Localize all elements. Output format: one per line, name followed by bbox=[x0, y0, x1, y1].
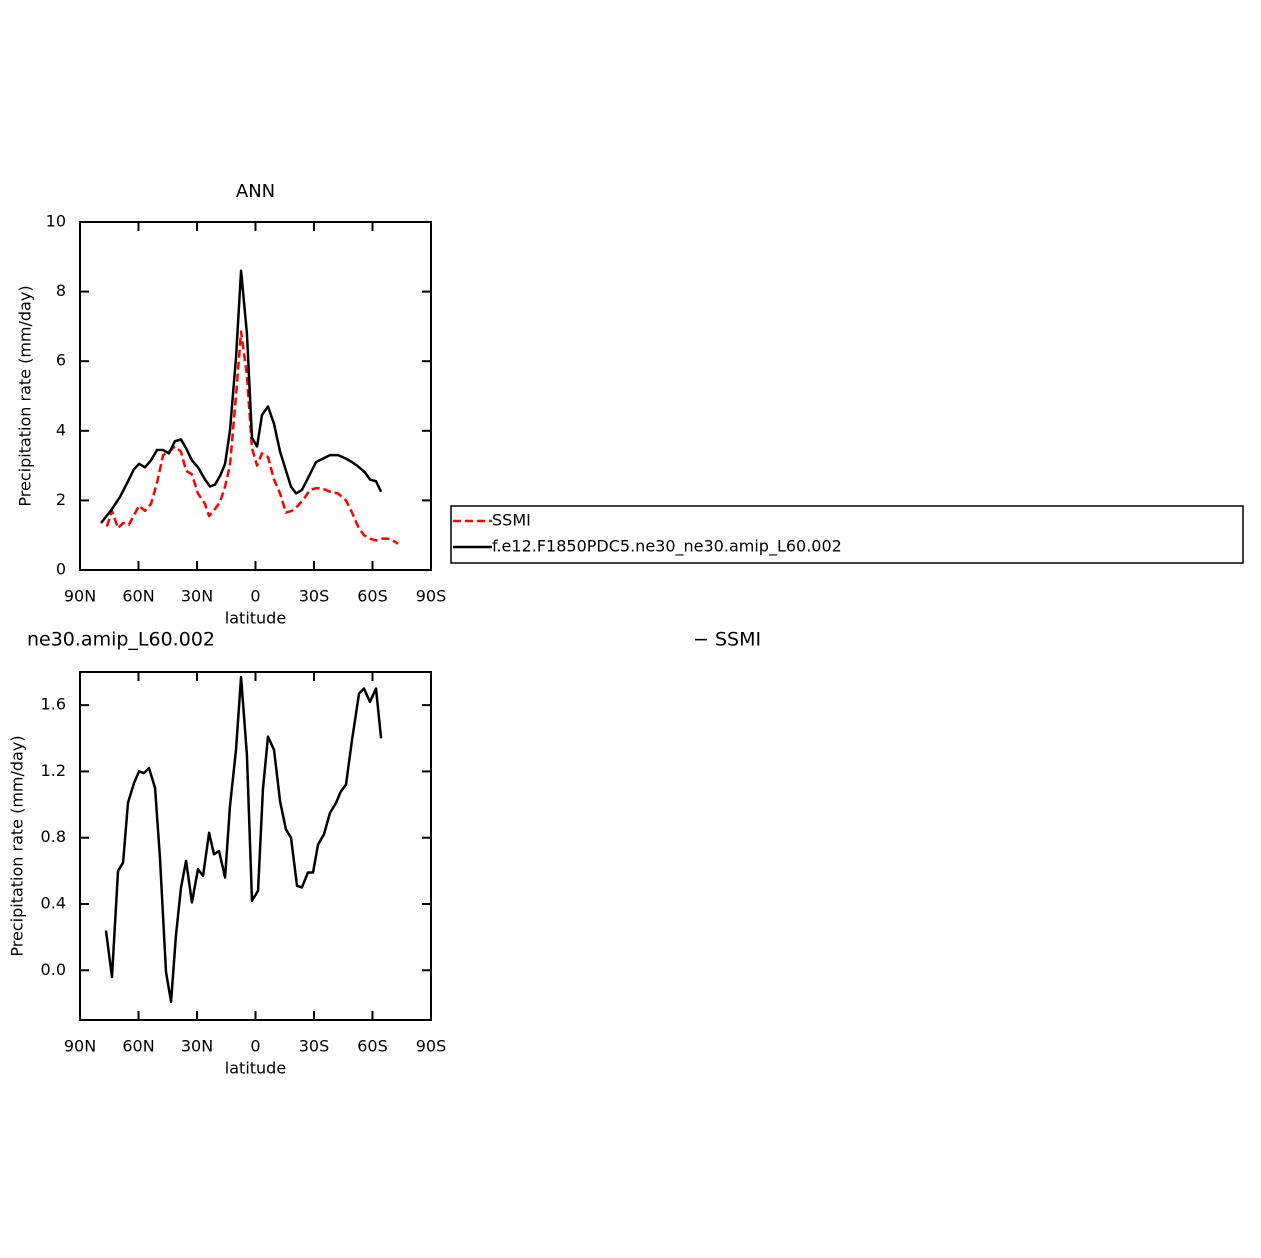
x-tick-label: 30S bbox=[299, 1037, 330, 1056]
legend-label: f.e12.F1850PDC5.ne30_ne30.amip_L60.002 bbox=[492, 537, 842, 557]
data-line bbox=[105, 330, 399, 545]
legend-box bbox=[450, 505, 1244, 564]
legend-label: SSMI bbox=[492, 511, 531, 530]
x-tick-label: 60N bbox=[122, 1037, 154, 1056]
y-axis-label: Precipitation rate (mm/day) bbox=[8, 735, 27, 956]
x-axis-label: latitude bbox=[225, 609, 286, 628]
y-tick-label: 8 bbox=[56, 281, 66, 300]
chart-title: ne30.amip_L60.002 bbox=[27, 629, 215, 651]
x-tick-label: 30N bbox=[181, 587, 213, 606]
x-axis-label: latitude bbox=[225, 1059, 286, 1078]
data-line bbox=[104, 675, 383, 1004]
y-tick-label: 0 bbox=[56, 560, 66, 579]
x-tick-label: 60S bbox=[357, 1037, 388, 1056]
x-tick-label: 60S bbox=[357, 587, 388, 606]
chart-title: − SSMI bbox=[693, 629, 761, 651]
x-tick-label: 30S bbox=[299, 587, 330, 606]
plot-frame bbox=[79, 221, 432, 571]
y-tick-label: 6 bbox=[56, 351, 66, 370]
chart-title: ANN bbox=[236, 181, 275, 202]
y-tick-label: 0.0 bbox=[41, 960, 66, 979]
y-tick-label: 2 bbox=[56, 490, 66, 509]
x-tick-label: 90N bbox=[64, 1037, 96, 1056]
x-tick-label: 0 bbox=[250, 1037, 260, 1056]
x-tick-label: 90S bbox=[416, 1037, 447, 1056]
y-axis-label: Precipitation rate (mm/day) bbox=[16, 285, 35, 506]
x-tick-label: 0 bbox=[250, 587, 260, 606]
x-tick-label: 90N bbox=[64, 587, 96, 606]
y-tick-label: 0.8 bbox=[41, 827, 66, 846]
plot-frame bbox=[79, 671, 432, 1021]
y-tick-label: 1.6 bbox=[41, 695, 66, 714]
y-tick-label: 1.2 bbox=[41, 761, 66, 780]
x-tick-label: 30N bbox=[181, 1037, 213, 1056]
x-tick-label: 90S bbox=[416, 587, 447, 606]
y-tick-label: 10 bbox=[46, 212, 66, 231]
y-tick-label: 4 bbox=[56, 420, 66, 439]
data-line bbox=[100, 269, 383, 524]
y-tick-label: 0.4 bbox=[41, 894, 66, 913]
x-tick-label: 60N bbox=[122, 587, 154, 606]
